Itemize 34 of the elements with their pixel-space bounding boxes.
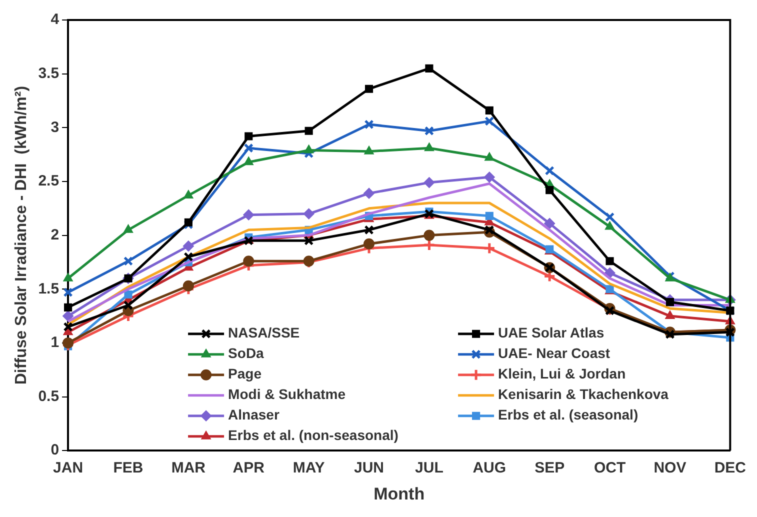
- legend-label: Erbs et al. (seasonal): [498, 406, 638, 423]
- x-tick-label: MAY: [292, 460, 325, 477]
- legend-label: SoDa: [228, 345, 264, 362]
- legend-label: Kenisarin & Tkachenkova: [498, 386, 669, 402]
- y-tick-label: 0: [50, 442, 60, 459]
- y-tick-label: 0.5: [38, 388, 60, 405]
- y-tick-label: 1.5: [38, 280, 60, 298]
- x-tick-label: AUG: [472, 460, 506, 477]
- legend-label: Page: [228, 366, 262, 382]
- x-axis-title: Month: [374, 484, 425, 504]
- legend-label: NASA/SSE: [228, 324, 300, 341]
- x-tick-label: FEB: [113, 460, 144, 477]
- legend-label: UAE Solar Atlas: [498, 324, 604, 341]
- x-tick-label: MAR: [171, 460, 206, 477]
- y-tick-label: 2: [50, 226, 60, 244]
- x-tick-label: OCT: [594, 460, 626, 477]
- y-tick-label: 3: [50, 118, 60, 136]
- legend-label: Erbs et al. (non-seasonal): [228, 427, 398, 444]
- x-tick-label: NOV: [654, 460, 686, 477]
- x-tick-label: SEP: [534, 460, 565, 477]
- x-tick-label: DEC: [714, 460, 746, 477]
- legend-label: Alnaser: [228, 406, 280, 423]
- y-axis-title: Diffuse Solar Irradiance - DHI (kWh/m²): [13, 86, 30, 385]
- y-tick-label: 3.5: [38, 64, 60, 82]
- x-tick-label: APR: [232, 460, 265, 477]
- y-tick-label: 2.5: [38, 172, 60, 190]
- legend-label: Klein, Lui & Jordan: [498, 366, 626, 382]
- x-tick-label: JUL: [415, 460, 444, 477]
- y-tick-label: 4: [50, 11, 60, 28]
- legend-label: UAE- Near Coast: [498, 345, 610, 362]
- x-tick-label: JUN: [354, 460, 384, 477]
- y-tick-label: 1: [50, 334, 60, 352]
- x-tick-label: JAN: [53, 460, 84, 477]
- legend-label: Modi & Sukhatme: [228, 386, 346, 402]
